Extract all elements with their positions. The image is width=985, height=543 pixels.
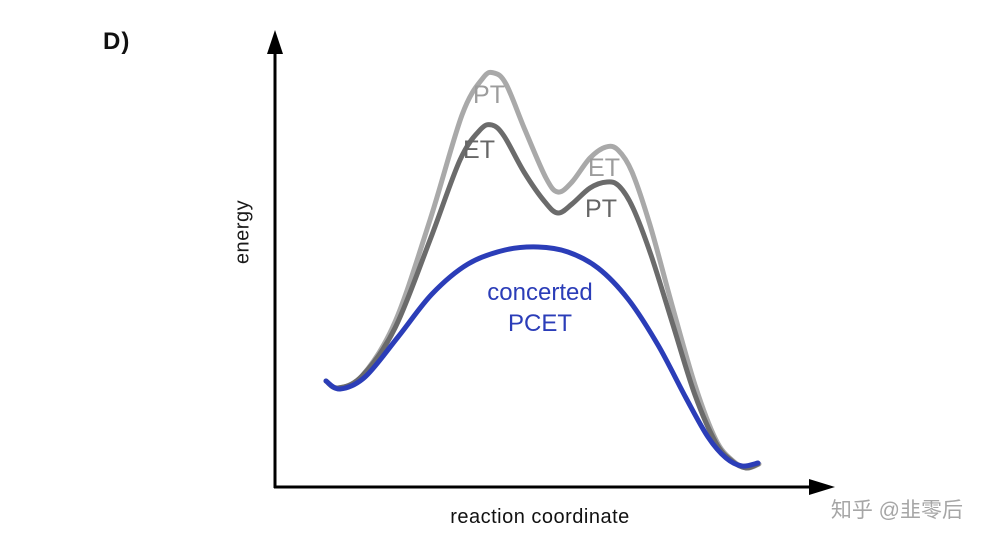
curve-label-concerted-pcet-concerted: concerted	[487, 279, 592, 306]
curves-group: PT ET ET PT concerted PCET	[323, 69, 762, 471]
y-axis-arrowhead	[267, 30, 283, 54]
x-axis-arrowhead	[809, 479, 835, 495]
curve-label-stepwise-et-first-et: ET	[463, 136, 495, 164]
panel-label: D)	[103, 28, 131, 55]
curve-label-stepwise-et-first-pt: PT	[585, 195, 617, 223]
axes	[267, 30, 835, 495]
curve-stepwise-pt-first	[323, 69, 762, 471]
curve-concerted-pcet	[323, 244, 761, 469]
curve-label-stepwise-pt-first-et: ET	[588, 154, 620, 182]
curve-label-stepwise-pt-first-pt: PT	[473, 81, 505, 109]
y-axis-label: energy	[231, 199, 254, 265]
curve-label-concerted-pcet-pcet: PCET	[508, 310, 572, 337]
x-axis-label: reaction coordinate	[450, 506, 630, 528]
watermark: 知乎 @韭零后	[830, 499, 963, 522]
curve-stepwise-et-first	[323, 122, 761, 471]
